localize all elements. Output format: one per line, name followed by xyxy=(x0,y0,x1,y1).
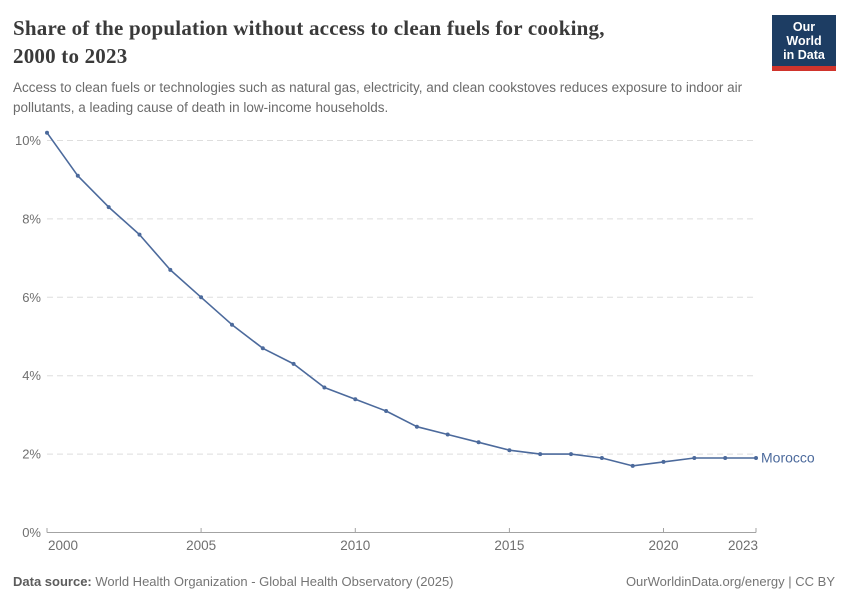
data-point[interactable] xyxy=(230,322,234,327)
data-point[interactable] xyxy=(538,452,543,457)
data-point[interactable] xyxy=(260,346,265,351)
data-point[interactable] xyxy=(45,130,49,135)
data-point[interactable] xyxy=(414,424,419,429)
page-title-line-1: Share of the population without access t… xyxy=(13,16,605,40)
y-axis-tick-label: 0% xyxy=(22,525,41,540)
y-axis-tick-label: 2% xyxy=(22,447,41,462)
series-line-morocco[interactable] xyxy=(46,131,757,467)
data-source-label: Data source: xyxy=(13,574,92,589)
data-point[interactable] xyxy=(322,385,327,390)
data-point[interactable] xyxy=(199,295,204,300)
series-end-label[interactable]: Morocco xyxy=(761,450,815,466)
x-axis-tick-label: 2010 xyxy=(340,538,370,553)
data-source-note: Data source: World Health Organization -… xyxy=(13,574,454,589)
data-source-text: World Health Organization - Global Healt… xyxy=(91,574,454,589)
y-axis-tick-label: 6% xyxy=(22,290,41,305)
data-point[interactable] xyxy=(569,452,573,457)
data-point[interactable] xyxy=(106,205,111,210)
chart-footer: Data source: World Health Organization -… xyxy=(13,574,835,589)
data-point[interactable] xyxy=(353,397,358,402)
data-point[interactable] xyxy=(723,456,728,460)
data-point[interactable] xyxy=(137,232,142,237)
y-axis-tick-label: 4% xyxy=(22,368,41,383)
x-axis-tick-label: 2005 xyxy=(186,538,216,553)
y-axis-tick-label: 8% xyxy=(22,211,41,226)
x-axis-tick-label: 2023 xyxy=(728,538,758,553)
page-title: Share of the population without access t… xyxy=(13,14,837,70)
data-point[interactable] xyxy=(630,463,635,468)
chart-subtitle: Access to clean fuels or technologies su… xyxy=(13,78,837,118)
data-point[interactable] xyxy=(692,456,697,460)
data-point[interactable] xyxy=(75,173,80,178)
y-axis-tick-label: 10% xyxy=(15,133,41,148)
owid-credit-link[interactable]: OurWorldinData.org/energy | CC BY xyxy=(625,574,835,589)
data-point[interactable] xyxy=(168,267,173,272)
data-point[interactable] xyxy=(661,459,666,464)
page-title-line-2: 2000 to 2023 xyxy=(13,44,128,68)
data-point[interactable] xyxy=(445,432,450,437)
chart-header: Share of the population without access t… xyxy=(13,14,837,118)
data-point[interactable] xyxy=(384,409,389,413)
owid-logo-line-2: in Data xyxy=(783,48,825,62)
x-axis-tick-label: 2000 xyxy=(48,538,78,553)
chart-subtitle-line-1: Access to clean fuels or technologies su… xyxy=(13,80,743,95)
data-point[interactable] xyxy=(599,456,604,460)
data-point[interactable] xyxy=(291,361,296,366)
owid-logo[interactable]: Our World in Data xyxy=(772,15,836,71)
x-axis-tick-label: 2015 xyxy=(494,538,524,553)
data-point[interactable] xyxy=(476,440,481,445)
x-axis-tick-label: 2020 xyxy=(648,538,678,553)
data-point[interactable] xyxy=(507,448,512,453)
owid-logo-line-1: Our World xyxy=(786,20,822,48)
chart-subtitle-line-2: pollutants, a leading cause of death in … xyxy=(13,100,389,115)
data-point[interactable] xyxy=(754,456,758,460)
